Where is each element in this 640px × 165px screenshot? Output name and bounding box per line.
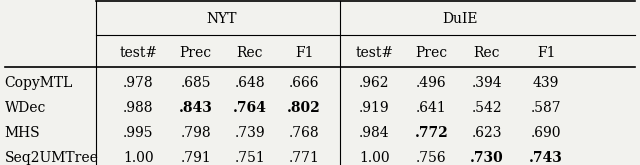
Text: .843: .843 (179, 101, 212, 115)
Text: Prec: Prec (180, 46, 212, 60)
Text: .743: .743 (529, 151, 563, 165)
Text: .771: .771 (289, 151, 319, 165)
Text: .730: .730 (470, 151, 504, 165)
Text: F1: F1 (295, 46, 314, 60)
Text: 439: 439 (533, 76, 559, 90)
Text: .962: .962 (359, 76, 389, 90)
Text: DuIE: DuIE (442, 12, 478, 26)
Text: .772: .772 (415, 126, 449, 140)
Text: test#: test# (119, 46, 157, 60)
Text: Rec: Rec (237, 46, 263, 60)
Text: .623: .623 (472, 126, 502, 140)
Text: .542: .542 (472, 101, 502, 115)
Text: .764: .764 (233, 101, 267, 115)
Text: .496: .496 (416, 76, 447, 90)
Text: NYT: NYT (206, 12, 237, 26)
Text: .978: .978 (123, 76, 154, 90)
Text: test#: test# (355, 46, 393, 60)
Text: .791: .791 (180, 151, 211, 165)
Text: WDec: WDec (4, 101, 46, 115)
Text: 1.00: 1.00 (359, 151, 390, 165)
Text: .984: .984 (359, 126, 390, 140)
Text: .995: .995 (123, 126, 154, 140)
Text: .394: .394 (472, 76, 502, 90)
Text: .802: .802 (287, 101, 321, 115)
Text: F1: F1 (537, 46, 556, 60)
Text: .641: .641 (416, 101, 447, 115)
Text: .751: .751 (234, 151, 266, 165)
Text: .919: .919 (359, 101, 390, 115)
Text: .739: .739 (235, 126, 265, 140)
Text: .666: .666 (289, 76, 319, 90)
Text: .988: .988 (123, 101, 154, 115)
Text: Seq2UMTree: Seq2UMTree (4, 151, 99, 165)
Text: Prec: Prec (415, 46, 447, 60)
Text: .685: .685 (180, 76, 211, 90)
Text: .648: .648 (235, 76, 265, 90)
Text: 1.00: 1.00 (123, 151, 154, 165)
Text: .756: .756 (416, 151, 447, 165)
Text: .587: .587 (531, 101, 561, 115)
Text: MHS: MHS (4, 126, 40, 140)
Text: Rec: Rec (474, 46, 500, 60)
Text: CopyMTL: CopyMTL (4, 76, 73, 90)
Text: .690: .690 (531, 126, 561, 140)
Text: .768: .768 (289, 126, 319, 140)
Text: .798: .798 (180, 126, 211, 140)
